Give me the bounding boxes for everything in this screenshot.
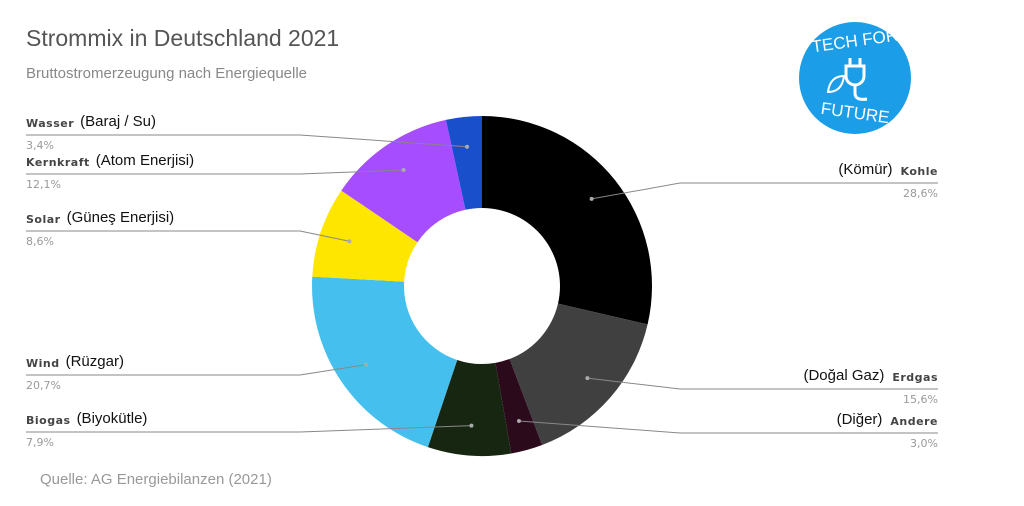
logo: TECH FOR FUTURE [799, 22, 911, 134]
category-label: Biogas [26, 414, 71, 427]
category-label: Solar [26, 213, 61, 226]
translation-label: (Baraj / Su) [80, 113, 156, 130]
value-label: 3,4% [26, 139, 54, 152]
leader-dot [401, 168, 406, 173]
donut-segment [495, 358, 543, 454]
chart-subtitle: Bruttostromerzeugung nach Energiequelle [26, 65, 307, 82]
category-label: Wasser [26, 117, 74, 130]
donut-segment [312, 190, 418, 282]
donut-segment [341, 119, 466, 243]
leader-dot [347, 239, 352, 244]
logo-plug [844, 58, 868, 101]
logo-circle [799, 22, 911, 134]
leader-line [26, 364, 367, 376]
category-label: Andere [890, 415, 938, 428]
donut-segment [445, 116, 482, 210]
donut-segment [482, 116, 652, 325]
leader-dot [589, 196, 594, 201]
translation-label: (Rüzgar) [66, 353, 124, 370]
leader-dot [465, 144, 470, 149]
value-label: 15,6% [903, 393, 938, 406]
source: Quelle: AG Energiebilanzen (2021) [40, 471, 272, 488]
leader-dot [585, 376, 590, 381]
translation-label: (Güneş Enerjisi) [67, 209, 175, 226]
leader-line [26, 169, 404, 175]
value-label: 8,6% [26, 235, 54, 248]
leader-line [591, 182, 938, 200]
leader-dot [516, 419, 521, 424]
leader-line [26, 134, 468, 148]
translation-label: (Atom Enerjisi) [96, 152, 194, 169]
leader-line [587, 377, 938, 390]
value-label: 3,0% [910, 437, 938, 450]
logo-leaf [826, 74, 846, 94]
value-label: 12,1% [26, 178, 61, 191]
value-label: 20,7% [26, 379, 61, 392]
leader-line [518, 420, 938, 434]
translation-label: (Kömür) [838, 161, 892, 178]
category-label: Wind [26, 357, 60, 370]
translation-label: (Biyokütle) [77, 410, 148, 427]
donut-segment [311, 276, 458, 448]
translation-label: (Doğal Gaz) [803, 367, 884, 384]
category-label: Kohle [901, 165, 938, 178]
chart-title: Strommix in Deutschland 2021 [26, 25, 339, 51]
value-label: 28,6% [903, 187, 938, 200]
category-label: Kernkraft [26, 156, 90, 169]
value-label: 7,9% [26, 436, 54, 449]
leader-dot [364, 362, 369, 367]
leader-line [26, 425, 472, 433]
donut-segment [427, 359, 512, 457]
translation-label: (Diğer) [837, 411, 883, 428]
donut-segment [509, 303, 648, 446]
leader-line [26, 230, 350, 242]
leader-dot [469, 423, 474, 428]
category-label: Erdgas [892, 371, 938, 384]
